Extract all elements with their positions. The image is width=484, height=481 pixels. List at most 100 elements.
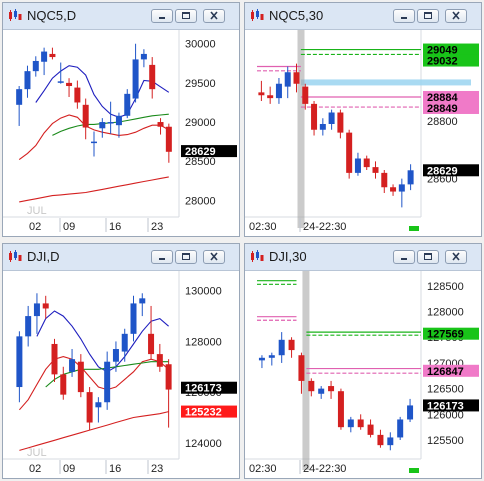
candle [157,118,164,135]
window-title: DJI,30 [269,249,307,264]
candle [16,331,23,403]
candle [367,419,374,438]
price-tick-label: 124000 [185,438,222,450]
chart-canvas[interactable]: JUL 30000 29500 29000 28500 28000 02 09 16 23 2862… [3,30,239,236]
candle [33,293,40,334]
indicator-line [19,176,169,203]
price-tick-label: 126500 [427,384,464,396]
session-separator[interactable] [297,30,305,228]
candle [311,101,318,136]
maximize-icon [424,253,432,260]
window-title: NQC5,D [27,8,77,23]
candle [165,123,172,163]
price-tick-label: 29000 [185,117,216,129]
price-box-label: 29049 [427,45,458,57]
close-button[interactable] [445,250,467,264]
maximize-button[interactable] [417,9,439,23]
candle [284,66,291,99]
price-tick-label: 28600 [427,174,458,186]
indicator-line [18,114,170,161]
time-axis-label: 24-22:30 [303,221,346,233]
candle [115,112,122,138]
candle [132,43,139,103]
candle [69,349,76,377]
minimize-button[interactable] [393,9,415,23]
indicator-line [18,356,169,411]
candle [278,332,285,363]
minimize-button[interactable] [393,250,415,264]
candle [337,109,344,139]
candle [49,47,56,60]
window-titlebar[interactable]: NQC5,D [3,3,239,30]
candle [42,295,49,319]
candle [99,118,106,138]
candle [268,352,275,366]
candle [130,295,137,342]
candle [91,131,97,157]
candle [156,343,163,372]
candle [148,305,155,360]
price-box-label: 126847 [427,366,464,378]
candle [293,63,300,93]
candle [302,83,309,110]
candle [60,366,67,400]
candle [377,429,384,448]
candle [347,416,354,433]
close-button[interactable] [445,9,467,23]
close-icon [210,11,218,20]
maximize-button[interactable] [175,9,197,23]
price-box [423,101,479,114]
candle [86,387,93,431]
candlestick-chart-icon [9,250,22,262]
price-tick-label: 126000 [427,409,464,421]
chart-canvas[interactable]: JUL1300001280001260001240000209162312617… [3,271,239,478]
candle [258,355,265,369]
candle [328,380,335,399]
candle [41,47,48,76]
chart-window-dji-30min[interactable]: DJI,301285001280001275001270001265001260… [244,243,482,479]
window-titlebar[interactable]: DJI,D [3,244,239,271]
session-separator[interactable] [302,271,310,470]
close-button[interactable] [203,9,225,23]
candle [288,337,295,358]
price-box-label: 28849 [427,103,458,115]
price-tick-label: 128000 [185,336,222,348]
time-axis-label: 02 [29,221,41,233]
window-titlebar[interactable]: NQC5,30 [245,3,481,30]
candle [328,109,335,130]
candle [95,397,102,423]
maximize-button[interactable] [175,250,197,264]
chart-canvas[interactable]: 1285001280001275001270001265001260001255… [245,271,481,478]
chart-window-dji-daily[interactable]: DJI,DJUL13000012800012600012400002091623… [2,243,240,479]
time-axis-label: 09 [63,221,75,233]
maximize-icon [182,253,190,260]
minimize-button[interactable] [151,250,173,264]
candle [381,170,388,193]
price-box [181,405,237,418]
price-box [181,145,237,158]
candle [267,86,274,104]
candlestick-chart-icon [251,250,264,262]
price-tick-label: 28000 [185,195,216,207]
maximize-button[interactable] [417,250,439,264]
candle [363,155,370,170]
minimize-button[interactable] [151,9,173,23]
close-button[interactable] [203,250,225,264]
scroll-marker[interactable] [409,226,419,231]
chart-window-nqc5-daily[interactable]: NQC5,D JUL 30000 29500 29000 28500 28000 02 09 16… [2,2,240,237]
candle [390,184,397,196]
candle [165,359,172,428]
candle [107,101,114,134]
minimize-icon [159,17,165,19]
candle [140,49,147,68]
candlestick-chart-icon [9,9,22,21]
time-axis-label: 23 [151,221,163,233]
price-tick-label: 29500 [185,78,216,90]
candle [346,129,353,179]
scroll-marker[interactable] [409,468,419,473]
candle [318,386,325,399]
window-titlebar[interactable]: DJI,30 [245,244,481,271]
candle [258,80,265,101]
chart-window-nqc5-30min[interactable]: NQC5,30 28800 28600 02:30 24-22:30 29049 29032… [244,2,482,237]
